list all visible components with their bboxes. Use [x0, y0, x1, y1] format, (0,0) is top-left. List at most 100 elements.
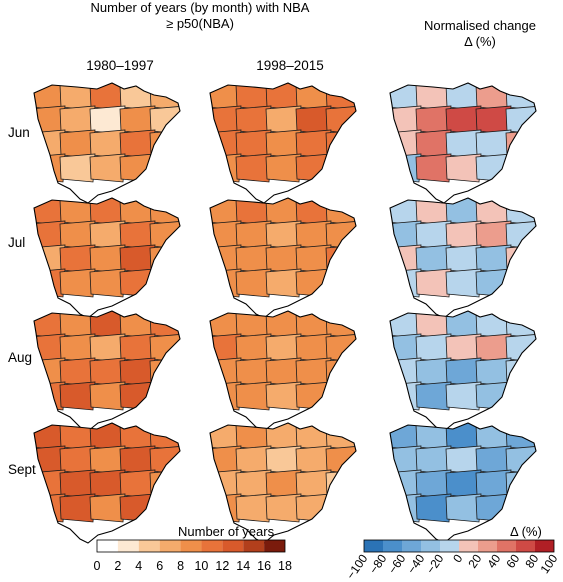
coastline	[209, 310, 357, 432]
province-region	[149, 493, 180, 523]
province-region	[89, 268, 126, 298]
legend-change-tick-label: 40	[484, 551, 503, 570]
map-jun-period-1	[33, 82, 181, 204]
legend-years-swatch	[97, 540, 118, 552]
coastline	[389, 197, 537, 319]
coastline	[209, 422, 357, 544]
province-region	[325, 493, 356, 523]
legend-years-tick-label: 10	[194, 559, 208, 573]
province-region	[505, 244, 536, 274]
coastline	[209, 197, 357, 319]
legend-change-tick-label: 20	[465, 551, 484, 570]
province-region	[505, 357, 536, 387]
province-region	[235, 493, 272, 523]
legend-years-title: Number of years	[178, 524, 275, 539]
right-title-line1: Normalised change	[423, 18, 536, 33]
column-header-period-2: 1998–2015	[256, 58, 324, 73]
province-region	[445, 268, 482, 298]
left-title-line1: Number of years (by month) with NBA	[90, 0, 310, 15]
province-region	[149, 469, 180, 499]
right-title-line2: Δ (%)	[464, 34, 496, 49]
legend-years-swatch	[222, 540, 244, 552]
legend-years-tick-label: 0	[94, 559, 101, 573]
legend-change-swatch	[535, 540, 554, 552]
coastline	[33, 197, 181, 319]
legend-years-swatch	[138, 540, 160, 552]
legend-change-title: Δ (%)	[510, 524, 542, 539]
province-region	[265, 268, 302, 298]
map-jun-period-2	[209, 82, 357, 204]
province-region	[265, 493, 302, 523]
province-region	[59, 153, 96, 183]
left-title: Number of years (by month) with NBA ≥ p5…	[60, 0, 340, 32]
coastline	[389, 82, 537, 204]
row-label-jul: Jul	[8, 235, 26, 250]
row-label-jun: Jun	[8, 125, 30, 140]
province-region	[235, 153, 272, 183]
province-region	[325, 129, 356, 159]
province-region	[149, 357, 180, 387]
coastline	[209, 82, 357, 204]
legend-change-swatch	[402, 540, 421, 552]
province-region	[89, 381, 126, 411]
province-region	[325, 268, 356, 298]
province-region	[505, 381, 536, 411]
left-title-line2: ≥ p50(NBA)	[166, 16, 234, 31]
province-region	[325, 381, 356, 411]
legend-change-swatch	[478, 540, 497, 552]
map-jul-period-2	[209, 197, 357, 319]
legend-years-tick-label: 14	[236, 559, 250, 573]
map-aug-period-1	[33, 310, 181, 432]
province-region	[149, 381, 180, 411]
province-region	[325, 244, 356, 274]
row-label-aug: Aug	[8, 350, 33, 365]
province-region	[505, 493, 536, 523]
legend-change-swatch	[421, 540, 440, 552]
legend-years-swatch	[264, 540, 285, 552]
map-aug-change	[389, 310, 537, 432]
legend-years-swatch	[159, 540, 181, 552]
province-region	[505, 129, 536, 159]
province-region	[325, 153, 356, 183]
legend-change-tick-label: −40	[404, 551, 427, 576]
legend-change-swatch	[440, 540, 459, 552]
province-region	[415, 381, 452, 411]
legend-years-tick-label: 6	[156, 559, 163, 573]
column-header-period-1: 1980–1997	[86, 58, 154, 73]
province-region	[59, 493, 96, 523]
row-label-sept: Sept	[8, 462, 36, 477]
legend-years-tick-label: 16	[257, 559, 271, 573]
province-region	[445, 153, 482, 183]
legend-number-of-years: 0 2 4 6 8 10 12 14 16 18	[94, 539, 292, 573]
legend-years-tick-label: 18	[278, 559, 292, 573]
province-region	[235, 381, 272, 411]
legend-years-tick-label: 4	[135, 559, 142, 573]
legend-years-tick-label: 8	[177, 559, 184, 573]
legend-years-tick-label: 2	[114, 559, 121, 573]
province-region	[445, 381, 482, 411]
province-region	[89, 153, 126, 183]
map-jun-change	[389, 82, 537, 204]
province-region	[325, 357, 356, 387]
province-region	[505, 153, 536, 183]
maps-layer	[33, 82, 537, 544]
legend-change-tick-label: −20	[423, 551, 446, 576]
province-region	[235, 268, 272, 298]
province-region	[445, 493, 482, 523]
province-region	[149, 244, 180, 274]
map-sept-period-1	[33, 422, 181, 544]
map-jul-change	[389, 197, 537, 319]
province-region	[415, 153, 452, 183]
right-title: Normalised change Δ (%)	[395, 18, 563, 50]
legend-years-swatch	[180, 540, 202, 552]
province-region	[59, 268, 96, 298]
legend-change-tick-label: 100	[537, 551, 560, 576]
coastline	[33, 310, 181, 432]
legend-change-swatch	[497, 540, 516, 552]
province-region	[89, 493, 126, 523]
province-region	[415, 268, 452, 298]
coastline	[389, 422, 537, 544]
province-region	[325, 469, 356, 499]
